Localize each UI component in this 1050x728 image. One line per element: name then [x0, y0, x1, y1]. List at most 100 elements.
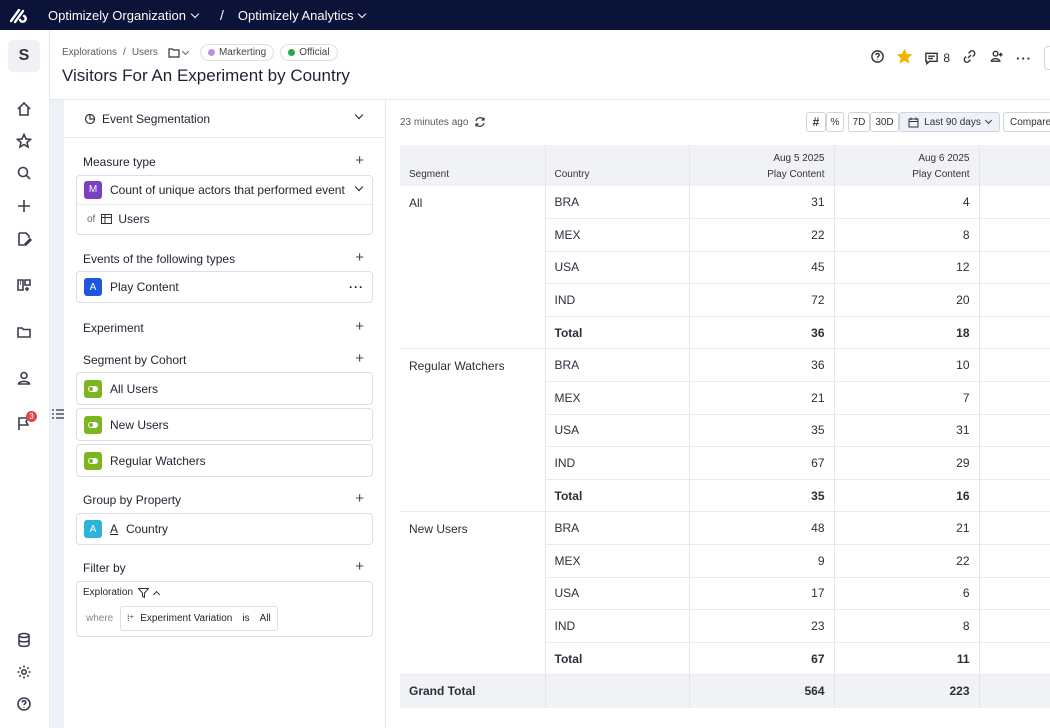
workspace-avatar[interactable]: S: [8, 40, 40, 72]
share-users-icon[interactable]: [989, 49, 1004, 67]
header-edge-button[interactable]: [1044, 46, 1050, 70]
filter-scope-label: Exploration: [83, 587, 134, 598]
plus-icon[interactable]: [13, 195, 35, 217]
filter-card: Exploration where ⁞⁺ Experiment Variatio…: [76, 581, 373, 637]
measure-select[interactable]: M Count of unique actors that performed …: [77, 176, 372, 205]
tag-official[interactable]: Official: [280, 44, 338, 61]
value-cell: 45: [688, 251, 834, 285]
value-cell: 8: [833, 218, 979, 252]
segment-cell: [400, 545, 545, 578]
empty-cell: [978, 479, 1050, 513]
column-header-date[interactable]: Aug 5 2025 Play Content: [688, 145, 834, 186]
cohort-toggle-icon: [84, 379, 102, 398]
events-title: Events of the following types: [83, 252, 236, 266]
star-icon[interactable]: [13, 130, 35, 152]
app-switcher[interactable]: Optimizely Analytics: [237, 7, 367, 23]
add-cohort-plus-icon[interactable]: +: [355, 350, 364, 367]
tag-markerting[interactable]: Markerting: [199, 44, 275, 61]
measure-type-title: Measure type: [83, 155, 156, 169]
value-cell: 67: [688, 446, 834, 480]
value-cell: 223: [833, 674, 979, 708]
group-by-card[interactable]: A A Country: [76, 513, 373, 545]
column-header-date[interactable]: Aug 6 2025 Play Content: [833, 145, 979, 186]
refresh-icon[interactable]: [474, 116, 486, 128]
user-icon[interactable]: [13, 367, 35, 389]
cohort-item-all-users[interactable]: All Users: [76, 372, 373, 405]
filter-scope[interactable]: Exploration: [83, 587, 161, 598]
column-header-country[interactable]: Country: [544, 145, 689, 186]
chevron-down-icon: [354, 110, 364, 120]
segment-cell: [400, 577, 545, 610]
analysis-type-select[interactable]: Event Segmentation: [64, 100, 386, 138]
count-format-button[interactable]: #: [806, 112, 826, 132]
favorite-star-icon[interactable]: [896, 48, 913, 67]
value-cell: 9: [688, 544, 834, 578]
measure-card: M Count of unique actors that performed …: [76, 175, 373, 235]
search-icon[interactable]: [13, 162, 35, 184]
segment-cell: [400, 447, 545, 480]
add-filter-plus-icon[interactable]: +: [355, 558, 364, 575]
add-experiment-plus-icon[interactable]: +: [355, 318, 364, 335]
value-cell: 564: [688, 674, 834, 708]
link-icon[interactable]: [962, 49, 977, 67]
range-7d-button[interactable]: 7D: [848, 112, 870, 132]
percent-format-button[interactable]: %: [826, 112, 844, 132]
more-options-icon[interactable]: ···: [349, 280, 364, 294]
org-switcher[interactable]: Optimizely Organization: [48, 8, 200, 23]
folder-icon[interactable]: [13, 321, 35, 343]
event-card[interactable]: A Play Content ···: [76, 271, 373, 303]
group-property-name: Country: [126, 522, 169, 536]
range-30d-button[interactable]: 30D: [870, 112, 899, 132]
column-header-segment[interactable]: Segment: [400, 145, 545, 186]
country-cell: Total: [544, 479, 689, 513]
query-panel: Event Segmentation Measure type + M Coun…: [64, 100, 386, 728]
analysis-type-label: Event Segmentation: [102, 111, 211, 126]
edit-document-icon[interactable]: [13, 228, 35, 250]
experiment-title: Experiment: [83, 321, 144, 335]
home-icon[interactable]: [13, 98, 35, 120]
flag-icon[interactable]: 3: [13, 411, 37, 435]
segment-cell: [400, 414, 545, 447]
comment-icon: [925, 52, 939, 65]
help-icon[interactable]: [13, 693, 35, 715]
measure-actor-row[interactable]: of Users: [77, 205, 150, 234]
date-range-select[interactable]: Last 90 days: [899, 112, 1000, 132]
country-cell: Total: [544, 642, 689, 676]
comments-button[interactable]: 8: [924, 51, 950, 66]
table-row: USA 17 6: [400, 577, 1050, 611]
folder-icon[interactable]: [168, 47, 189, 58]
filter-condition[interactable]: ⁞⁺ Experiment Variation is All: [120, 606, 278, 631]
help-icon[interactable]: [870, 49, 885, 67]
app-name: Optimizely Analytics: [237, 7, 354, 23]
value-cell: 11: [833, 642, 979, 676]
value-cell: 20: [833, 283, 979, 317]
compare-button[interactable]: Compare: [1003, 112, 1050, 132]
actor-name: Users: [118, 212, 150, 227]
settings-icon[interactable]: [13, 661, 35, 683]
list-icon[interactable]: [52, 409, 64, 422]
where-label: where: [86, 613, 114, 624]
value-cell: 22: [688, 218, 834, 252]
chevron-down-icon: [984, 116, 992, 125]
breadcrumb-explorations[interactable]: Explorations: [62, 47, 118, 58]
more-options-icon[interactable]: ···: [1016, 50, 1032, 66]
chevron-down-icon: [181, 47, 189, 55]
optimizely-logo-icon[interactable]: [0, 0, 36, 30]
value-cell: 67: [688, 642, 834, 676]
database-icon[interactable]: [13, 629, 35, 651]
country-cell: USA: [544, 414, 689, 448]
add-event-plus-icon[interactable]: +: [355, 249, 364, 266]
group-by-title: Group by Property: [83, 493, 182, 507]
add-measure-plus-icon[interactable]: +: [355, 152, 364, 169]
cohort-item-regular-watchers[interactable]: Regular Watchers: [76, 444, 373, 477]
country-cell: IND: [544, 283, 689, 317]
table-row: USA 45 12: [400, 251, 1050, 285]
calendar-icon: [908, 117, 919, 127]
add-group-plus-icon[interactable]: +: [355, 490, 364, 507]
country-cell: MEX: [544, 218, 689, 252]
breadcrumb-users[interactable]: Users: [131, 47, 158, 58]
catalog-icon[interactable]: [13, 274, 35, 296]
left-nav: S 3: [0, 30, 50, 728]
cohort-item-new-users[interactable]: New Users: [76, 408, 373, 441]
country-cell: MEX: [544, 381, 689, 415]
